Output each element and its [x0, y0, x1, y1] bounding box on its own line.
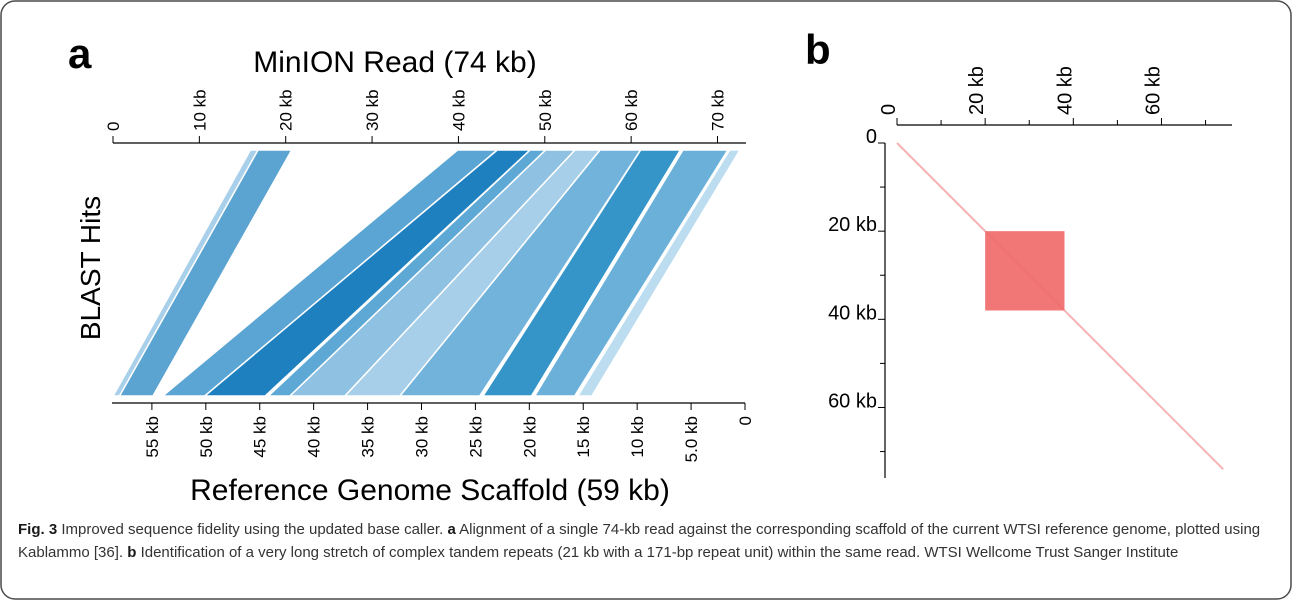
left-tick-label: 20 kb	[828, 214, 877, 236]
bottom-tick-label: 5.0 kb	[682, 416, 701, 462]
top-tick-label: 10 kb	[190, 89, 209, 131]
bottom-tick-label: 45 kb	[251, 416, 270, 458]
caption-label: b	[127, 544, 137, 561]
caption-text: Alignment of a single 74-kb read against…	[18, 521, 1261, 561]
top-tick-label: 30 kb	[363, 89, 382, 131]
bottom-tick-label: 50 kb	[197, 416, 216, 458]
blast-hit	[398, 149, 643, 397]
top-tick-label: 60 kb	[622, 89, 641, 131]
bottom-tick-label: 30 kb	[412, 416, 431, 458]
top-tick-label: 70 kb	[709, 89, 728, 131]
bottom-tick-label: 25 kb	[466, 416, 485, 458]
tandem-repeat-block	[985, 231, 1065, 311]
caption-text: Improved sequence fidelity using the upd…	[61, 521, 444, 538]
blast-hit	[481, 149, 682, 397]
bottom-axis-title: Reference Genome Scaffold (59 kb)	[190, 474, 670, 507]
blast-hit	[118, 149, 294, 397]
bottom-tick-label: 0	[736, 416, 755, 425]
bottom-tick-label: 15 kb	[574, 416, 593, 458]
y-axis-title: BLAST Hits	[75, 196, 106, 340]
caption-fig: Fig. 3	[18, 521, 58, 538]
top-tick-label: 50 kb	[536, 89, 555, 131]
panel-label: a	[68, 30, 92, 77]
top-tick-label: 20 kb	[277, 89, 296, 131]
blast-hit	[533, 149, 730, 397]
top-tick-label: 0	[878, 104, 900, 115]
bottom-tick-label: 55 kb	[143, 416, 162, 458]
blast-hit	[576, 149, 742, 397]
top-tick-label: 0	[104, 122, 123, 131]
bottom-tick-label: 35 kb	[359, 416, 378, 458]
left-tick-label: 60 kb	[828, 390, 877, 412]
left-tick-label: 0	[866, 126, 877, 148]
bottom-tick-label: 10 kb	[628, 416, 647, 458]
left-tick-label: 40 kb	[828, 302, 877, 324]
panel-label: b	[805, 26, 831, 73]
caption-label: a	[447, 521, 456, 538]
top-axis-title: MinION Read (74 kb)	[253, 46, 536, 79]
top-tick-label: 60 kb	[1142, 66, 1164, 115]
top-tick-label: 20 kb	[966, 66, 988, 115]
caption-text: Identification of a very long stretch of…	[140, 544, 1179, 561]
bottom-tick-label: 40 kb	[305, 416, 324, 458]
caption: Fig. 3 Improved sequence fidelity using …	[18, 518, 1273, 564]
top-tick-label: 40 kb	[1054, 66, 1076, 115]
top-tick-label: 40 kb	[449, 89, 468, 131]
blast-hit	[202, 149, 533, 397]
bottom-tick-label: 20 kb	[520, 416, 539, 458]
